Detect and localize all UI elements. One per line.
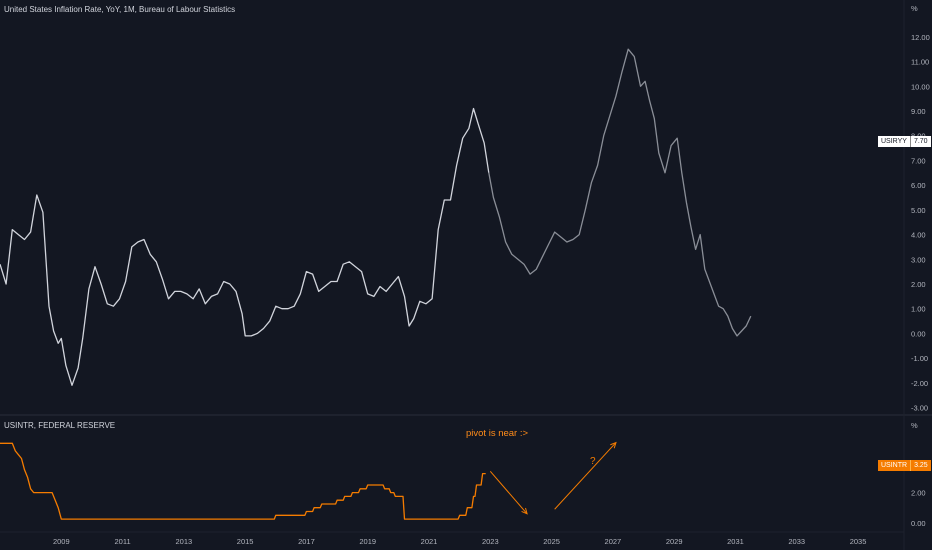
rate-plot[interactable]: [0, 442, 486, 520]
y-tick-label: 7.00: [911, 156, 926, 165]
x-tick-label: 2035: [850, 537, 867, 546]
y-tick-label: -2.00: [911, 379, 928, 388]
y-tick-label: 2.00: [911, 280, 926, 289]
y-tick-label: 4.00: [911, 231, 926, 240]
x-tick-label: 2011: [115, 537, 131, 546]
y-tick-label: 2.00: [911, 489, 926, 498]
top-pane-title[interactable]: United States Inflation Rate, YoY, 1M, B…: [4, 5, 236, 14]
series-line-projection: [488, 48, 752, 337]
usintr-badge-symbol: USINTR: [878, 460, 912, 471]
y-tick-label: 6.00: [911, 181, 926, 190]
y-tick-label: 0.00: [911, 519, 926, 528]
drawing-annotations[interactable]: [489, 441, 617, 515]
arrow-line: [489, 471, 528, 515]
arrow-line: [554, 442, 617, 510]
usiryy-badge[interactable]: USIRYY 7.70: [878, 136, 931, 147]
usiryy-badge-value: 7.70: [910, 136, 931, 147]
x-tick-label: 2017: [298, 537, 315, 546]
x-tick-label: 2029: [666, 537, 683, 546]
x-tick-label: 2031: [727, 537, 744, 546]
y-tick-label: -1.00: [911, 354, 928, 363]
series-line-usintr: [0, 442, 486, 520]
y-tick-label: 10.00: [911, 82, 930, 91]
arrow-head: [521, 507, 528, 515]
x-tick-label: 2009: [53, 537, 70, 546]
x-tick-label: 2033: [788, 537, 805, 546]
y-tick-label: 9.00: [911, 107, 926, 116]
usintr-badge-value: 3.25: [911, 460, 931, 471]
x-axis[interactable]: 2009 2011 2013 2015 2017 2019 2021 2023 2025 2027…: [53, 537, 866, 546]
x-tick-label: 2023: [482, 537, 499, 546]
y-tick-label: 0.00: [911, 329, 926, 338]
usiryy-badge-symbol: USIRYY: [878, 136, 911, 147]
x-tick-label: 2019: [359, 537, 376, 546]
question-mark: ?: [590, 456, 596, 467]
y-tick-label: 5.00: [911, 206, 926, 215]
x-tick-label: 2013: [176, 537, 193, 546]
x-tick-label: 2025: [543, 537, 560, 546]
x-tick-label: 2027: [605, 537, 622, 546]
top-unit-label: %: [911, 4, 918, 13]
pivot-annotation[interactable]: pivot is near :>: [466, 428, 529, 439]
bottom-pane-title[interactable]: USINTR, FEDERAL RESERVE: [4, 421, 116, 430]
series-line-usiryy: [0, 107, 490, 386]
y-tick-label: 1.00: [911, 305, 926, 314]
y-tick-label: 12.00: [911, 33, 930, 42]
y-tick-label: -3.00: [911, 404, 928, 413]
usintr-badge[interactable]: USINTR 3.25: [878, 460, 931, 471]
x-tick-label: 2015: [237, 537, 254, 546]
top-y-axis[interactable]: 12.0011.0010.009.008.007.006.005.004.003…: [911, 33, 930, 413]
x-tick-label: 2021: [421, 537, 438, 546]
bottom-unit-label: %: [911, 421, 918, 430]
y-tick-label: 3.00: [911, 255, 926, 264]
arrow-head: [610, 441, 617, 449]
inflation-plot[interactable]: [0, 48, 752, 386]
y-tick-label: 11.00: [911, 58, 929, 67]
